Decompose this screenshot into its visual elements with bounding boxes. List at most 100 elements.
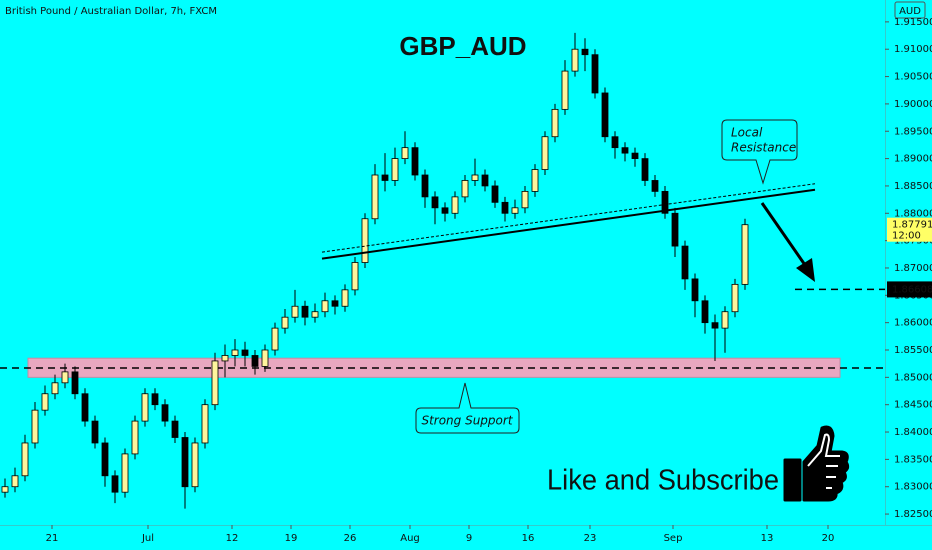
candle-body — [401, 147, 409, 159]
candle-body — [541, 136, 549, 170]
candle-body — [91, 420, 99, 444]
candle-body — [611, 136, 619, 149]
x-tick-label: Sep — [664, 533, 683, 544]
thumbs-up-detail — [807, 433, 840, 489]
candle-body — [111, 475, 119, 493]
candle-body — [731, 283, 739, 313]
y-tick-label: 1.84000 — [894, 427, 932, 438]
trendline-dotted — [321, 183, 816, 253]
candle-body — [501, 201, 509, 214]
y-tick-label: 1.85500 — [894, 345, 932, 356]
x-tick-label: 26 — [344, 533, 357, 544]
candle-body — [421, 174, 429, 198]
candle-body — [31, 409, 39, 444]
candle-body — [591, 54, 599, 94]
candle-body — [21, 442, 29, 477]
candle-body — [411, 147, 419, 176]
candle-body — [11, 475, 19, 488]
x-tick-label: 19 — [285, 533, 298, 544]
x-tick-label: 12 — [226, 533, 239, 544]
target-box — [887, 281, 932, 298]
candle-body — [351, 262, 359, 291]
y-tick-label: 1.82500 — [894, 509, 932, 520]
candle-body — [231, 349, 239, 356]
candle-body — [431, 196, 439, 209]
candle-body — [161, 404, 169, 422]
last-price-box — [887, 217, 932, 242]
x-tick-label: Aug — [400, 533, 420, 544]
candle-body — [71, 371, 79, 395]
candle-body — [701, 300, 709, 324]
candle-body — [741, 224, 749, 285]
candle-body — [691, 278, 699, 302]
y-tick-label: 1.90000 — [894, 99, 932, 110]
resistance-callout — [721, 119, 798, 185]
candle-body — [631, 152, 639, 159]
x-tick-label: Jul — [141, 533, 154, 544]
candle-body — [441, 207, 449, 214]
candle-body — [681, 245, 689, 280]
currency: AUD — [899, 6, 921, 17]
candle-body — [41, 393, 49, 411]
candle-body — [641, 158, 649, 181]
candle-body — [491, 185, 499, 203]
candle-body — [131, 420, 139, 455]
candle-body — [1, 486, 9, 493]
candle-body — [481, 174, 489, 187]
y-tick-label: 1.86000 — [894, 318, 932, 329]
candle-body — [181, 437, 189, 488]
y-tick-label: 1.91500 — [894, 17, 932, 28]
candle-body — [211, 360, 219, 406]
arrow-head — [796, 258, 815, 282]
candle-body — [451, 196, 459, 214]
candle-body — [361, 218, 369, 263]
y-tick-label: 1.85000 — [894, 372, 932, 383]
support-callout — [415, 382, 520, 434]
candle-body — [61, 371, 69, 384]
resistance-label: Local — [731, 126, 763, 140]
candle-body — [171, 420, 179, 438]
y-tick-label: 1.88000 — [894, 208, 932, 219]
candle-body — [471, 174, 479, 181]
candle-body — [581, 48, 589, 56]
candle-body — [461, 180, 469, 198]
candle-body — [661, 191, 669, 214]
y-tick-label: 1.89000 — [894, 154, 932, 165]
candle-body — [221, 355, 229, 362]
candle-body — [271, 327, 279, 351]
x-tick-label: 20 — [822, 533, 835, 544]
candle-body — [671, 212, 679, 247]
candle-body — [621, 147, 629, 154]
cta: Like and Subscribe — [547, 465, 779, 497]
candle-body — [391, 158, 399, 181]
candle-body — [341, 289, 349, 307]
candle-body — [331, 300, 339, 307]
candle-body — [311, 311, 319, 318]
candle-body — [321, 300, 329, 313]
symbol: British Pound / Australian Dollar, 7h, F… — [5, 6, 217, 17]
chart-title: GBP_AUD — [399, 31, 526, 61]
y-tick-label: 1.83000 — [894, 482, 932, 493]
candle-body — [201, 404, 209, 444]
candle-body — [521, 191, 529, 209]
candle-body — [721, 311, 729, 329]
candle-body — [301, 305, 309, 318]
candle-body — [531, 169, 539, 192]
support-label: Strong Support — [421, 414, 513, 428]
x-tick-label: 23 — [584, 533, 597, 544]
y-tick-label: 1.91000 — [894, 44, 932, 55]
arrow-shaft — [760, 202, 807, 266]
currency-box — [894, 1, 926, 19]
target-price: 1.86608 — [892, 284, 932, 295]
y-tick-label: 1.89500 — [894, 126, 932, 137]
trendline — [321, 188, 816, 260]
thumbs-up-icon — [783, 425, 850, 502]
y-tick-label: 1.90500 — [894, 72, 932, 83]
y-tick-label: 1.84500 — [894, 400, 932, 411]
candle-body — [511, 207, 519, 214]
candle-body — [601, 92, 609, 138]
candle-body — [261, 349, 269, 367]
resistance-label: Resistance — [731, 141, 796, 155]
